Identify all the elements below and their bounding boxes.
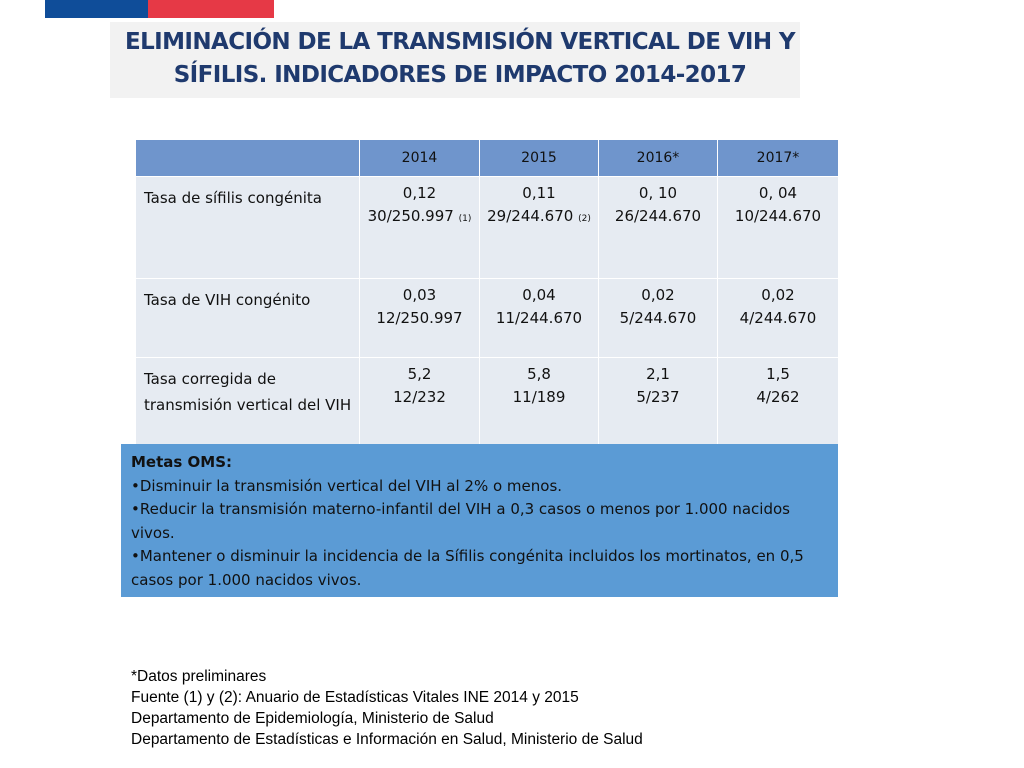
table-row: Tasa de VIH congénito 0,03 12/250.997 0,… [135,278,839,358]
cell-ratio: 12/232 [393,388,446,406]
row-label: Tasa de VIH congénito [135,278,360,358]
row-label: Tasa corregida de transmisión vertical d… [135,357,360,450]
table-cell: 0,03 12/250.997 [359,278,480,358]
cell-ratio: 10/244.670 [734,207,822,225]
footnote-ref: (2) [578,214,591,224]
table-cell: 2,1 5/237 [598,357,718,450]
column-header: 2015 [479,139,599,177]
cell-rate: 0,04 [522,286,556,304]
cell-rate: 1,5 [766,365,790,383]
table-cell: 5,8 11/189 [479,357,599,450]
flag-red-stripe [148,0,274,18]
cell-ratio: 11/244.670 [495,309,583,327]
column-header [135,139,360,177]
row-label: Tasa de sífilis congénita [135,176,360,279]
table-header-row: 2014 2015 2016* 2017* [135,139,839,177]
cell-ratio: 29/244.670 (2) [487,207,591,225]
cell-rate: 0,12 [402,184,437,202]
slide-title: ELIMINACIÓN DE LA TRANSMISIÓN VERTICAL D… [110,26,810,92]
table-row: Tasa corregida de transmisión vertical d… [135,357,839,450]
table-cell: 0,04 11/244.670 [479,278,599,358]
cell-rate: 0, 10 [638,184,678,202]
title-line-1: ELIMINACIÓN DE LA TRANSMISIÓN VERTICAL D… [125,29,796,55]
footnote-preliminary: *Datos preliminares [131,668,267,685]
cell-rate: 5,8 [527,365,551,383]
cell-ratio: 4/262 [756,388,800,406]
cell-rate: 0,02 [761,286,795,304]
who-goal-item: •Reducir la transmisión materno-infantil… [131,500,790,542]
table-cell: 0,12 30/250.997 (1) [359,176,480,279]
table-cell: 0,02 5/244.670 [598,278,718,358]
cell-ratio: 5/237 [636,388,680,406]
cell-ratio: 26/244.670 [614,207,702,225]
table-cell: 0, 04 10/244.670 [717,176,839,279]
who-goals-box: Metas OMS: •Disminuir la transmisión ver… [121,444,838,597]
title-background [110,22,800,98]
cell-ratio: 30/250.997 (1) [367,207,472,225]
cell-rate: 0, 04 [758,184,798,202]
cell-ratio: 11/189 [512,388,566,406]
indicators-table: 2014 2015 2016* 2017* Tasa de sífilis co… [135,139,839,450]
who-goal-item: •Disminuir la transmisión vertical del V… [131,476,563,495]
cell-ratio: 5/244.670 [619,309,697,327]
footer-notes: *Datos preliminares Fuente (1) y (2): An… [131,666,643,750]
table-cell: 1,5 4/262 [717,357,839,450]
cell-rate: 2,1 [646,365,670,383]
footnote-department: Departamento de Epidemiología, Ministeri… [131,710,494,727]
cell-rate: 5,2 [407,365,432,383]
cell-rate: 0,02 [641,286,675,304]
column-header: 2016* [598,139,718,177]
who-goal-item: •Mantener o disminuir la incidencia de l… [131,547,804,589]
table-cell: 0,02 4/244.670 [717,278,839,358]
footnote-source: Fuente (1) y (2): Anuario de Estadística… [131,689,579,706]
title-line-2: SÍFILIS. INDICADORES DE IMPACTO 2014-201… [173,62,747,88]
footnote-department: Departamento de Estadísticas e Informaci… [131,731,643,748]
column-header: 2014 [359,139,480,177]
footnote-ref: (1) [458,214,472,224]
flag-bar [45,0,274,18]
column-header: 2017* [717,139,839,177]
flag-blue-stripe [45,0,148,18]
table-cell: 0,11 29/244.670 (2) [479,176,599,279]
table-cell: 5,2 12/232 [359,357,480,450]
cell-rate: 0,03 [402,286,437,304]
table-cell: 0, 10 26/244.670 [598,176,718,279]
cell-ratio: 4/244.670 [739,309,817,327]
cell-ratio: 12/250.997 [376,309,463,327]
cell-rate: 0,11 [522,184,556,202]
who-goals-title: Metas OMS: [131,453,233,471]
table-row: Tasa de sífilis congénita 0,12 30/250.99… [135,176,839,279]
